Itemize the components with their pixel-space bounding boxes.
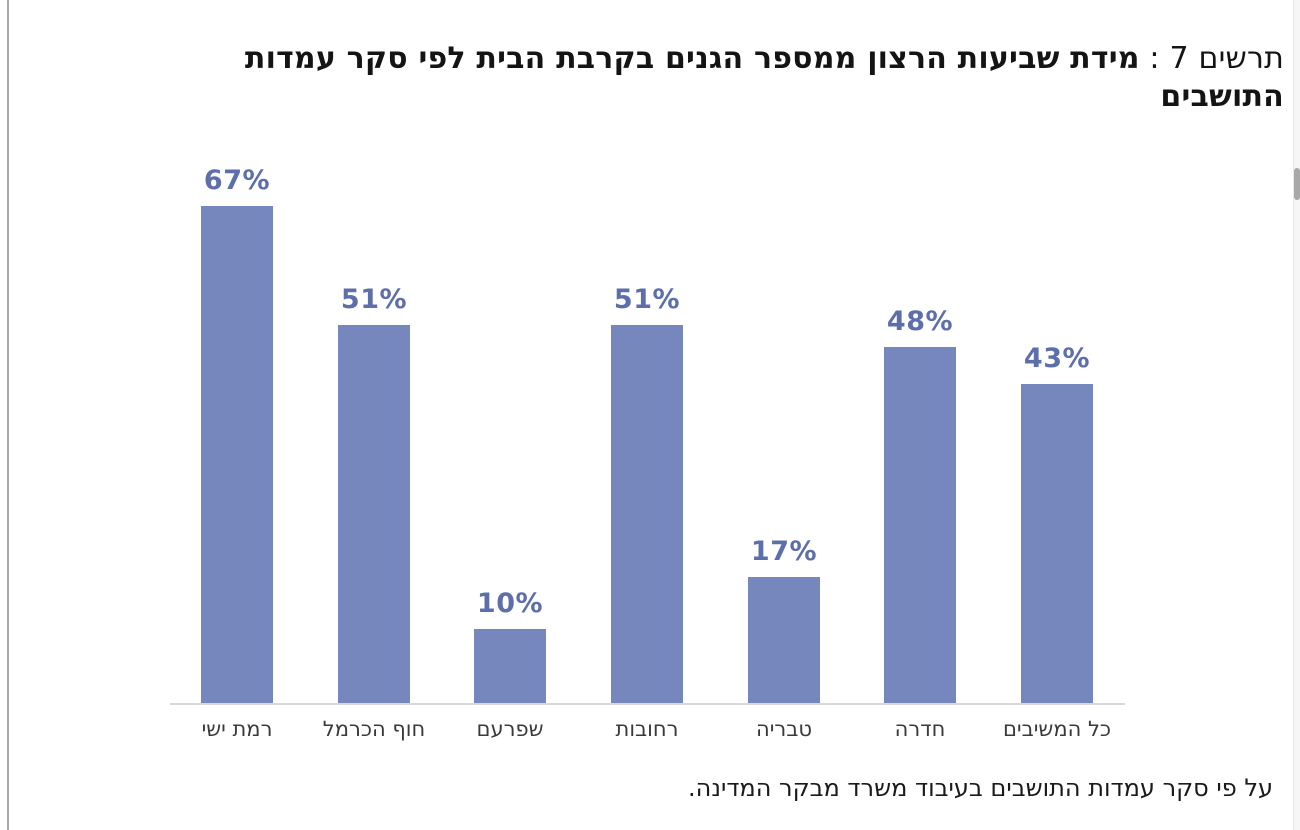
bar-value-label: 48% (886, 306, 954, 337)
bar-column: 51% חוף הכרמל (323, 150, 425, 741)
bar-category-label: חדרה (894, 717, 946, 741)
bar (201, 206, 273, 703)
bar-column: 48% חדרה (875, 150, 965, 741)
bar-category-label: שפרעם (476, 717, 544, 741)
scrollbar-thumb[interactable] (1294, 168, 1300, 200)
bar-value-label: 67% (203, 165, 271, 196)
bar-category-label: כל המשיבים (1002, 717, 1112, 741)
bar-chart-plot-area: 67% רמת ישי 51% חוף הכרמל 10% שפרעם 51% רחובות 1… (170, 150, 1125, 741)
source-caption: על פי סקר עמדות התושבים בעיבוד משרד מבקר… (688, 774, 1273, 802)
bar (884, 347, 956, 703)
page-edge-line (7, 0, 9, 830)
bar (474, 629, 546, 703)
bar-category-label: רחובות (615, 717, 679, 741)
bar-value-label: 51% (340, 284, 408, 315)
bar-column: 17% טבריה (739, 150, 829, 741)
chart-title-prefix: תרשים 7 : (1139, 41, 1284, 76)
bar-category-label: חוף הכרמל (322, 717, 426, 741)
bar-column: 43% כל המשיבים (1003, 150, 1111, 741)
bar-value-label: 43% (1023, 343, 1091, 374)
bar-value-label: 17% (750, 536, 818, 567)
bar-column: 10% שפרעם (465, 150, 555, 741)
bar-value-label: 51% (613, 284, 681, 315)
bar-category-label: רמת ישי (201, 717, 273, 741)
bar-category-label: טבריה (755, 717, 813, 741)
bar (611, 325, 683, 703)
bar (748, 577, 820, 703)
bar (338, 325, 410, 703)
bar-column: 67% רמת ישי (192, 150, 282, 741)
chart-title: תרשים 7 : מידת שביעות הרצון ממספר הגנים … (120, 40, 1284, 115)
scrollbar[interactable] (1293, 0, 1300, 830)
bar-column: 51% רחובות (602, 150, 692, 741)
bar-value-label: 10% (476, 588, 544, 619)
chart-title-main: מידת שביעות הרצון ממספר הגנים בקרבת הבית… (244, 41, 1284, 114)
bar (1021, 384, 1093, 703)
